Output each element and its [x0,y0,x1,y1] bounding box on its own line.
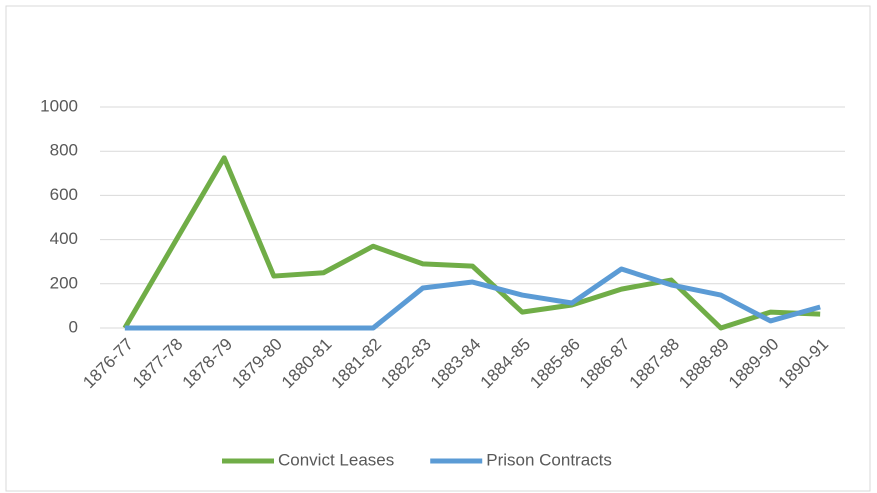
chart-border [5,5,871,492]
series-line [124,266,821,331]
y-tick-label: 600 [50,185,78,204]
series-line [122,155,821,331]
y-tick-label: 0 [69,317,78,336]
y-tick-label: 400 [50,229,78,248]
legend-label: Prison Contracts [486,450,612,469]
y-tick-label: 1000 [40,96,78,115]
y-tick-label: 200 [50,273,78,292]
legend-label: Convict Leases [278,450,394,469]
y-tick-label: 800 [50,141,78,160]
